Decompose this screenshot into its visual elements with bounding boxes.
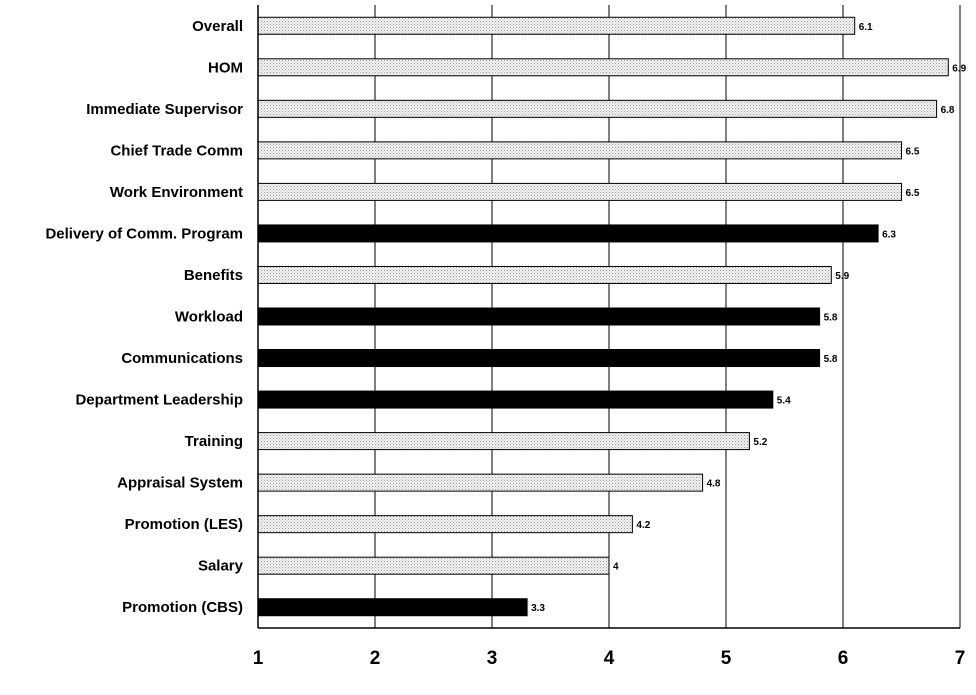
value-label: 3.3 xyxy=(531,603,545,614)
bar-8 xyxy=(257,349,821,368)
category-label: Delivery of Comm. Program xyxy=(45,225,243,242)
value-label: 4.2 xyxy=(636,520,650,531)
value-label: 4.8 xyxy=(707,479,721,490)
bar-5 xyxy=(257,224,879,243)
category-label: Training xyxy=(185,433,243,450)
value-label: 6.5 xyxy=(906,146,920,157)
value-label: 5.9 xyxy=(835,271,849,282)
x-tick-label: 4 xyxy=(604,648,615,669)
category-label: Communications xyxy=(121,350,243,367)
category-label: HOM xyxy=(208,59,243,76)
x-tick-label: 7 xyxy=(955,648,966,669)
value-label: 6.5 xyxy=(906,188,920,199)
axes xyxy=(257,5,960,629)
bar-9 xyxy=(257,390,774,409)
bar-14 xyxy=(257,598,528,617)
bar-12 xyxy=(257,515,633,534)
bar-13 xyxy=(257,556,610,575)
bar-1 xyxy=(257,58,949,77)
bar-7 xyxy=(257,307,821,326)
value-label: 5.8 xyxy=(824,354,838,365)
value-label: 6.1 xyxy=(859,22,873,33)
value-label: 4 xyxy=(613,562,619,573)
bar-10 xyxy=(257,432,750,451)
value-label: 6.9 xyxy=(952,63,966,74)
value-label: 5.2 xyxy=(753,437,767,448)
category-label: Work Environment xyxy=(110,184,243,201)
category-label: Promotion (CBS) xyxy=(122,599,243,616)
bar-2 xyxy=(257,99,938,118)
value-labels: 6.1 6.9 6.8 6.5 6.5 6.3 5.9 5.8 5.8 5.4 5.2 4.8 4.2 4… xyxy=(531,22,967,614)
category-label: Appraisal System xyxy=(117,475,243,492)
category-label: Salary xyxy=(198,558,244,575)
bar-6 xyxy=(257,265,832,284)
bars xyxy=(257,16,949,617)
x-tick-label: 6 xyxy=(838,648,849,669)
value-label: 5.8 xyxy=(824,313,838,324)
category-label: Immediate Supervisor xyxy=(86,101,243,118)
x-tick-label: 1 xyxy=(253,648,264,669)
category-label: Department Leadership xyxy=(75,392,243,409)
category-label: Chief Trade Comm xyxy=(110,142,243,159)
value-label: 6.3 xyxy=(882,229,896,240)
bar-3 xyxy=(257,141,902,160)
category-labels: Overall HOM Immediate Supervisor Chief Trad… xyxy=(45,18,243,616)
x-tick-label: 5 xyxy=(721,648,732,669)
bar-4 xyxy=(257,182,902,201)
category-label: Promotion (LES) xyxy=(125,516,243,533)
value-label: 5.4 xyxy=(777,396,791,407)
x-tick-label: 3 xyxy=(487,648,498,669)
bar-11 xyxy=(257,473,704,492)
value-label: 6.8 xyxy=(941,105,955,116)
bar-0 xyxy=(257,16,856,35)
x-tick-label: 2 xyxy=(370,648,381,669)
category-label: Workload xyxy=(175,309,243,326)
category-label: Overall xyxy=(192,18,243,35)
x-tick-labels: 1 2 3 4 5 6 7 xyxy=(253,648,966,669)
category-label: Benefits xyxy=(184,267,243,284)
